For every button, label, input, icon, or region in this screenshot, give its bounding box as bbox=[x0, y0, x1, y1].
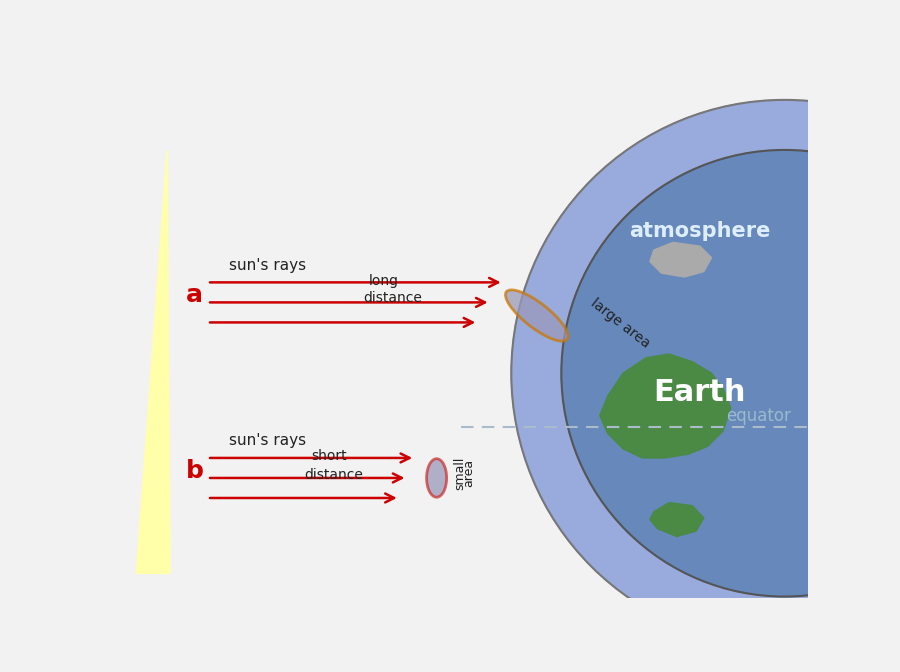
Polygon shape bbox=[599, 354, 731, 458]
Circle shape bbox=[562, 150, 900, 597]
Text: distance: distance bbox=[364, 292, 422, 305]
Text: short: short bbox=[311, 450, 346, 463]
Polygon shape bbox=[136, 150, 170, 573]
Text: small: small bbox=[454, 457, 466, 490]
Text: distance: distance bbox=[304, 468, 363, 482]
Text: area: area bbox=[463, 459, 475, 487]
Text: long: long bbox=[369, 274, 399, 288]
Text: sun's rays: sun's rays bbox=[229, 258, 306, 273]
Ellipse shape bbox=[427, 459, 446, 497]
Polygon shape bbox=[650, 243, 712, 277]
Text: a: a bbox=[186, 284, 203, 307]
Circle shape bbox=[511, 100, 900, 646]
Text: b: b bbox=[186, 459, 204, 483]
Text: atmosphere: atmosphere bbox=[629, 221, 770, 241]
Polygon shape bbox=[650, 503, 704, 536]
Text: equator: equator bbox=[726, 407, 791, 425]
Text: Earth: Earth bbox=[653, 378, 746, 407]
Ellipse shape bbox=[506, 290, 568, 341]
Text: sun's rays: sun's rays bbox=[229, 433, 306, 448]
Text: large area: large area bbox=[589, 296, 652, 351]
